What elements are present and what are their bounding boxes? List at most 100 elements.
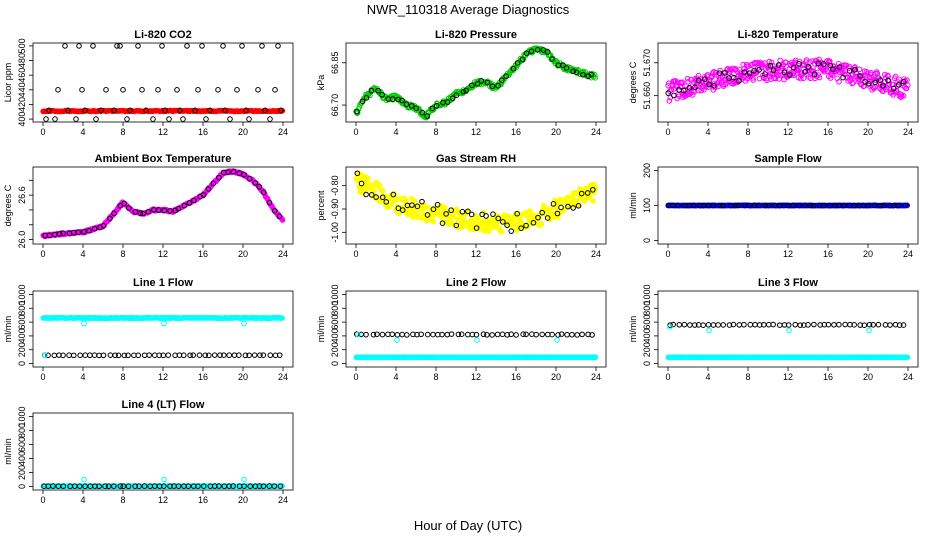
data-point [354, 170, 361, 177]
data-point [736, 322, 743, 328]
data-point [544, 49, 551, 55]
data-point [145, 208, 152, 215]
data-point [741, 321, 747, 328]
data-point [478, 78, 485, 84]
x-tick-label: 20 [551, 372, 561, 382]
y-tick-label: 51.660 [642, 82, 652, 110]
data-point [842, 321, 848, 328]
x-tick-label: 8 [745, 372, 750, 382]
x-tick-label: 0 [353, 372, 358, 382]
data-point [161, 476, 167, 483]
x-tick-label: 20 [238, 495, 248, 505]
y-tick-label: 460 [17, 68, 27, 83]
x-tick-label: 16 [198, 249, 208, 259]
data-point [413, 105, 419, 111]
data-point [81, 228, 87, 235]
data-point [460, 224, 466, 230]
data-point [239, 43, 245, 49]
y-tick-label: 600 [17, 315, 27, 330]
data-point [706, 81, 712, 88]
data-point [276, 213, 283, 220]
data-point [518, 225, 524, 231]
data-point [539, 331, 545, 338]
data-point [124, 116, 130, 122]
data-point [192, 107, 198, 114]
data-point [419, 109, 426, 116]
data-point [882, 78, 889, 85]
y-tick-label: 1000 [17, 406, 27, 426]
x-tick-label: 20 [863, 249, 873, 259]
data-point [159, 43, 165, 49]
data-point [811, 71, 818, 78]
y-tick-label: 1000 [17, 284, 27, 304]
data-point [150, 116, 156, 122]
y-axis-label: degrees C [3, 184, 13, 226]
data-point [363, 331, 369, 338]
data-point [701, 76, 708, 82]
data-point [558, 204, 564, 211]
data-point [544, 215, 551, 221]
data-point [573, 198, 580, 204]
data-point [665, 80, 672, 86]
data-point [180, 116, 186, 122]
x-tick-label: 0 [665, 249, 670, 259]
data-point [82, 352, 89, 359]
data-point [550, 201, 557, 207]
data-point [279, 315, 285, 321]
data-point [146, 352, 153, 358]
data-point [236, 170, 243, 176]
data-point [87, 352, 93, 359]
data-point [236, 352, 242, 358]
plot-frame [32, 290, 294, 368]
data-point [365, 175, 372, 182]
data-point [857, 73, 863, 79]
data-point [52, 116, 58, 122]
data-point [836, 79, 842, 85]
data-point [177, 107, 183, 114]
y-axis-label: ml/min [3, 316, 13, 343]
data-point [715, 322, 721, 328]
x-tick-label: 8 [433, 372, 438, 382]
series-hourly-average [354, 170, 596, 234]
data-point [513, 332, 519, 338]
panel-title: Gas Stream RH [436, 153, 516, 165]
data-point [255, 87, 261, 93]
data-point [220, 43, 226, 49]
figure-title: NWR_110318 Average Diagnostics [367, 2, 570, 17]
data-point [404, 332, 410, 338]
y-tick-label: 500 [17, 38, 27, 53]
data-point [527, 208, 533, 214]
data-point [419, 198, 425, 205]
data-point [489, 332, 495, 338]
data-point [849, 80, 856, 87]
data-point [756, 67, 762, 73]
data-point [126, 205, 132, 211]
data-point [747, 321, 754, 328]
data-point [107, 215, 113, 222]
x-tick-label: 24 [903, 372, 913, 382]
x-tick-label: 16 [823, 127, 833, 137]
data-point [241, 476, 247, 483]
data-point [73, 116, 79, 122]
y-tick-label: 400 [642, 328, 652, 343]
data-point [460, 88, 467, 95]
data-point [592, 185, 599, 192]
data-point [424, 113, 430, 119]
data-point [880, 82, 886, 89]
data-point [376, 182, 383, 188]
data-point [591, 71, 598, 78]
data-point [140, 210, 146, 217]
data-point [46, 107, 52, 114]
data-point [181, 202, 188, 209]
series-minute-values [665, 354, 911, 361]
panel-6: Sample Flow ml/min 0 4 8 12 16 20 24 0 100 200 [628, 153, 919, 259]
data-point [378, 89, 384, 95]
panel-2: Li-820 Pressure kPa 0 4 8 12 16 20 24 66.70 66.85 [316, 29, 607, 137]
panel-title: Line 2 Flow [446, 277, 506, 289]
data-point [77, 352, 83, 359]
data-point [796, 66, 802, 73]
data-point [434, 201, 441, 208]
data-point [222, 107, 228, 114]
data-point [368, 192, 375, 198]
x-tick-label: 12 [471, 127, 481, 137]
